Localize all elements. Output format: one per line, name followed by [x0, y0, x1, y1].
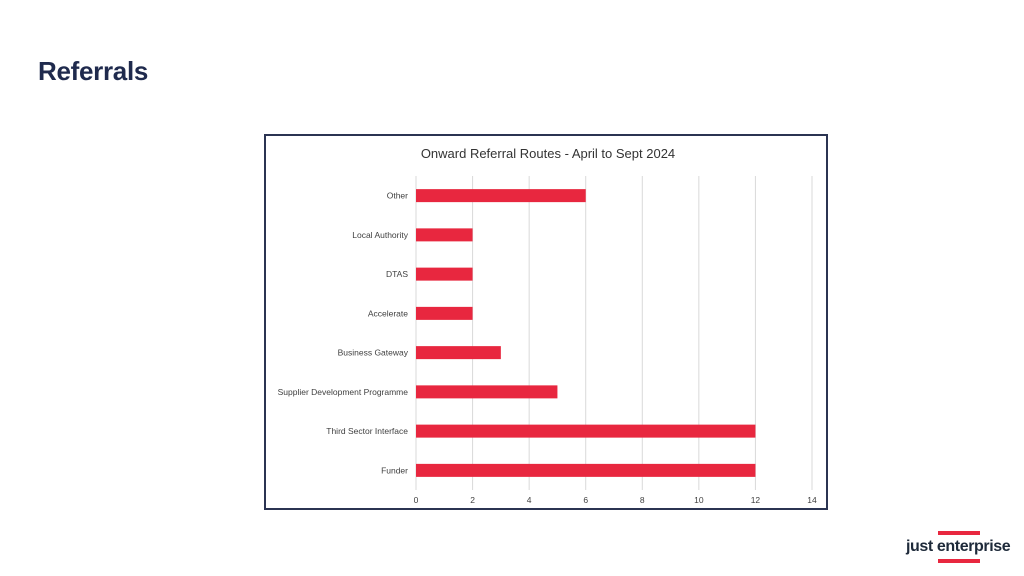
- category-label: Accelerate: [368, 308, 408, 318]
- bar-other: [416, 189, 586, 203]
- chart-title: Onward Referral Routes - April to Sept 2…: [421, 146, 675, 161]
- x-tick-label: 8: [640, 495, 645, 505]
- x-tick-label: 10: [694, 495, 704, 505]
- gridlines: [415, 176, 813, 490]
- category-label: Other: [387, 191, 408, 201]
- bar-supplier-development-programme: [416, 385, 558, 399]
- bar-funder: [416, 463, 756, 477]
- category-label: DTAS: [386, 269, 408, 279]
- logo-text: just enterprise: [906, 538, 1011, 555]
- x-tick-label: 2: [470, 495, 475, 505]
- category-label: Business Gateway: [338, 348, 409, 358]
- x-tick-label: 6: [583, 495, 588, 505]
- just-enterprise-logo: just enterprise: [906, 531, 1012, 565]
- category-label: Local Authority: [352, 230, 409, 240]
- x-tick-label: 0: [414, 495, 419, 505]
- bar-accelerate: [416, 306, 473, 320]
- x-tick-label: 14: [807, 495, 817, 505]
- page-title: Referrals: [38, 56, 149, 86]
- category-labels: Other Local Authority DTAS Accelerate Busine…: [278, 191, 409, 476]
- x-tick-labels: 0 2 4 6 8 10 12 14: [414, 495, 817, 505]
- category-label: Third Sector Interface: [326, 426, 408, 436]
- category-label: Supplier Development Programme: [278, 387, 409, 397]
- bar-third-sector-interface: [416, 424, 756, 438]
- category-label: Funder: [381, 465, 408, 475]
- chart-frame: Onward Referral Routes - April to Sept 2…: [264, 134, 828, 510]
- x-tick-label: 12: [751, 495, 761, 505]
- bar-dtas: [416, 267, 473, 281]
- x-tick-label: 4: [527, 495, 532, 505]
- logo-bar-top: [938, 531, 980, 535]
- bars: [416, 189, 756, 477]
- logo-bar-bottom: [938, 559, 980, 563]
- bar-local-authority: [416, 228, 473, 242]
- bar-business-gateway: [416, 346, 501, 360]
- bar-chart: Onward Referral Routes - April to Sept 2…: [278, 146, 817, 505]
